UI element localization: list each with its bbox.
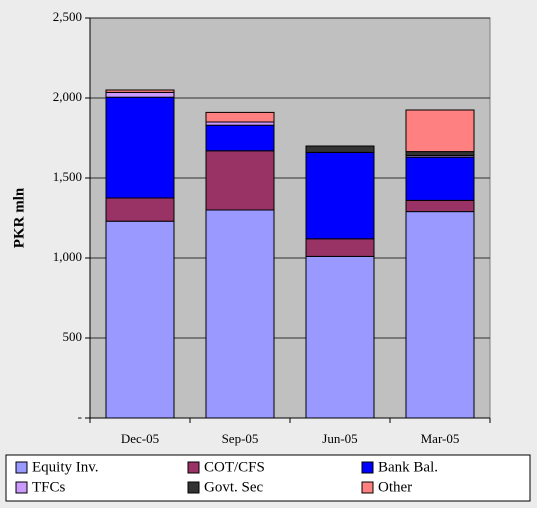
y-tick-label: 2,500 bbox=[53, 9, 82, 24]
bar-segment bbox=[305, 255, 375, 419]
legend-label: Other bbox=[378, 479, 412, 495]
legend bbox=[5, 454, 531, 502]
y-axis-label: PKR mln bbox=[11, 187, 27, 248]
bar-segment bbox=[405, 156, 475, 201]
bar-segment bbox=[105, 91, 175, 98]
bar-segment bbox=[305, 238, 375, 257]
legend-swatch bbox=[15, 461, 28, 474]
legend-swatch bbox=[15, 481, 28, 494]
bar-segment bbox=[105, 96, 175, 199]
legend-label: Equity Inv. bbox=[32, 459, 99, 475]
bar-segment bbox=[305, 151, 375, 240]
x-tick-label: Sep-05 bbox=[222, 431, 259, 446]
bar-segment bbox=[105, 197, 175, 222]
legend-swatch bbox=[187, 461, 200, 474]
bar-segment bbox=[405, 199, 475, 213]
legend-label: COT/CFS bbox=[204, 459, 265, 475]
x-tick-label: Dec-05 bbox=[121, 431, 159, 446]
y-tick-label: 1,500 bbox=[53, 169, 82, 184]
bar-segment bbox=[405, 109, 475, 153]
bar-segment bbox=[305, 145, 375, 153]
y-tick-label: 500 bbox=[63, 329, 83, 344]
legend-swatch bbox=[187, 481, 200, 494]
x-tick-label: Jun-05 bbox=[322, 431, 357, 446]
legend-label: TFCs bbox=[32, 479, 66, 495]
legend-label: Govt. Sec bbox=[204, 479, 264, 495]
bar-segment bbox=[105, 89, 175, 93]
legend-label: Bank Bal. bbox=[378, 459, 438, 475]
bar-segment bbox=[205, 111, 275, 123]
legend-swatch bbox=[361, 461, 374, 474]
bar-segment bbox=[205, 209, 275, 419]
legend-swatch bbox=[361, 481, 374, 494]
y-tick-label: - bbox=[78, 409, 82, 424]
y-tick-label: 1,000 bbox=[53, 249, 82, 264]
x-tick-label: Mar-05 bbox=[421, 431, 460, 446]
y-tick-label: 2,000 bbox=[53, 89, 82, 104]
bar-segment bbox=[405, 151, 475, 157]
bar-segment bbox=[205, 124, 275, 152]
bar-segment bbox=[405, 211, 475, 419]
bar-segment bbox=[205, 150, 275, 211]
bar-segment bbox=[105, 220, 175, 419]
